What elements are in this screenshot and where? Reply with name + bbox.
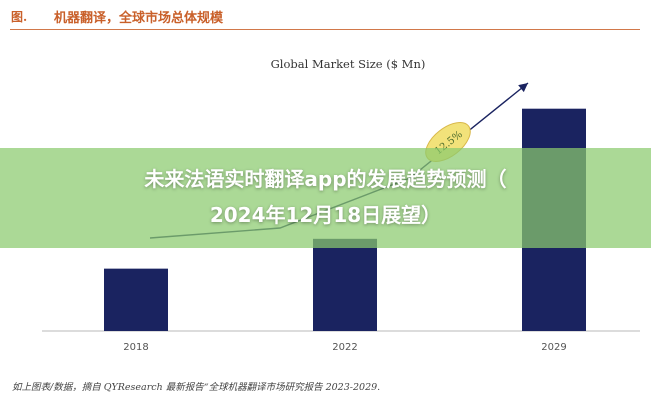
x-tick-label-2018: 2018 bbox=[123, 342, 148, 353]
headline-line-1: 未来法语实时翻译app的发展趋势预测（ bbox=[144, 167, 507, 191]
headline-band bbox=[0, 148, 651, 248]
figure-label: 图. bbox=[11, 10, 28, 24]
headline-line-2: 2024年12月18日展望） bbox=[209, 203, 442, 227]
cagr-arrow-head bbox=[518, 83, 528, 93]
figure-title: 机器翻译，全球市场总体规模 bbox=[54, 11, 224, 26]
chart-title: Global Market Size ($ Mn) bbox=[271, 57, 426, 71]
figure-header: 图. 机器翻译，全球市场总体规模 bbox=[0, 0, 651, 32]
headline: 未来法语实时翻译app的发展趋势预测（ 2024年12月18日展望） bbox=[0, 161, 651, 233]
bar-2022 bbox=[313, 238, 377, 331]
bar-2018 bbox=[104, 268, 168, 331]
x-tick-label-2029: 2029 bbox=[541, 342, 566, 353]
header-divider bbox=[10, 29, 640, 30]
x-tick-labels: 2018 2022 2029 bbox=[123, 342, 566, 353]
source-note: 如上图表/数据，摘自 QYResearch 最新报告“全球机器翻译市场研究报告 … bbox=[12, 382, 381, 393]
x-tick-label-2022: 2022 bbox=[332, 342, 357, 353]
